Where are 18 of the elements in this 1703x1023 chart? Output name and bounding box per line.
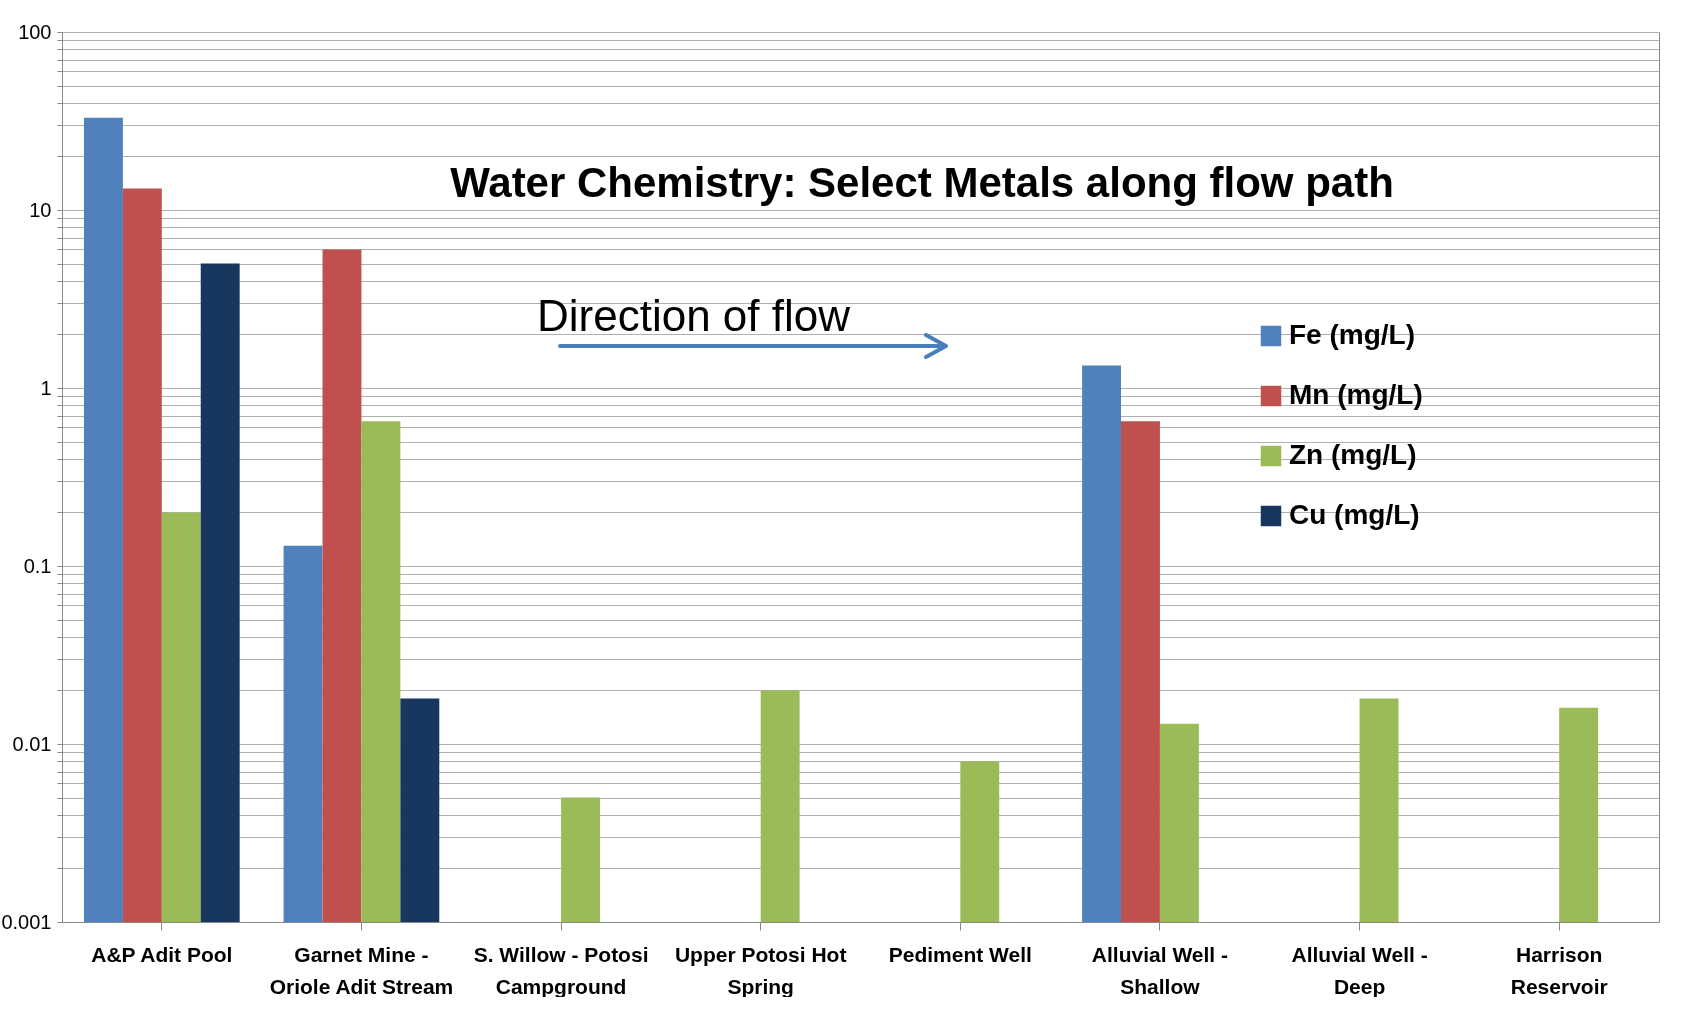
x-tick-label: Alluvial Well - Shallow [1091, 942, 1229, 998]
x-tick-label: A&P Adit Pool [91, 942, 233, 966]
x-tick-label: Harrison Reservoir [1510, 942, 1608, 998]
annotation: Direction of flow [537, 291, 851, 340]
legend-label: Cu (mg/L) [1289, 499, 1420, 530]
y-tick-label: 10 [29, 198, 52, 221]
x-tick-label: Alluvial Well - Deep [1291, 942, 1428, 998]
y-tick-label: 0.1 [23, 554, 52, 577]
x-tick-label: Garnet Mine - Oriole Adit Stream [269, 942, 454, 998]
y-tick-label: 0.01 [12, 732, 52, 755]
legend-label: Mn (mg/L) [1289, 379, 1423, 410]
y-tick-label: 1 [40, 376, 52, 399]
legend-label: Fe (mg/L) [1289, 319, 1415, 350]
x-tick-label: Pediment Well [888, 942, 1032, 966]
text: Water Chemistry: Select Metals along flow path [450, 159, 1394, 206]
legend-label: Zn (mg/L) [1289, 439, 1417, 470]
y-tick-label: 0.001 [1, 910, 52, 933]
y-tick-label: 100 [18, 20, 52, 43]
